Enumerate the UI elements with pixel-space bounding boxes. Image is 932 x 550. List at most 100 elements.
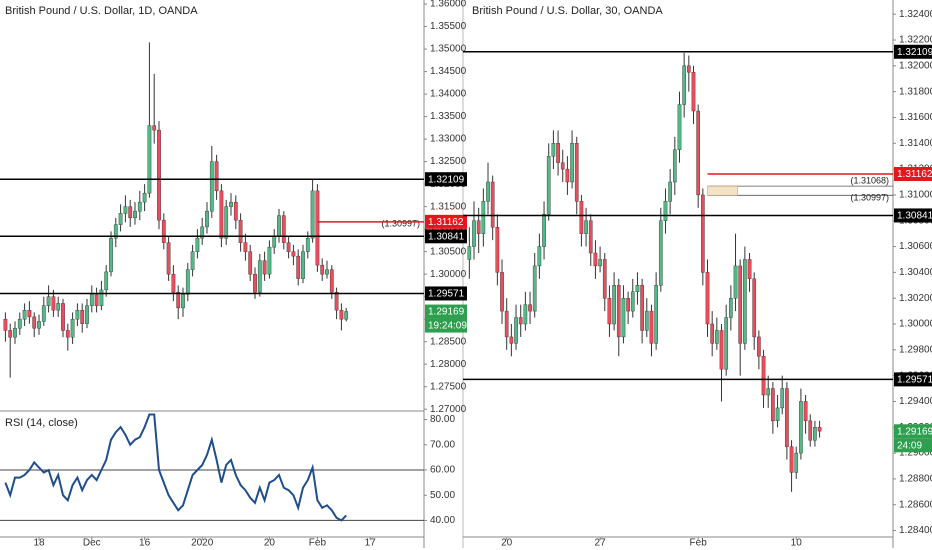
candle-body (41, 305, 46, 322)
candle-body (532, 265, 537, 312)
candle-body (719, 330, 724, 370)
candle-body (238, 219, 243, 243)
candle-body (518, 317, 523, 325)
candle-body (128, 206, 133, 219)
candle-body (626, 297, 630, 312)
candle-body (771, 388, 775, 422)
x-tick-label: 10 (791, 538, 803, 549)
candle-body (467, 246, 472, 260)
candle-body (803, 401, 808, 422)
candle-body (523, 304, 528, 325)
bracket-label: (1.30997) (850, 193, 889, 203)
y-tick-label: 1.30000 (430, 269, 467, 280)
candle-body (668, 181, 672, 202)
y-tick-label: 1.27000 (430, 404, 467, 415)
candle-body (320, 264, 325, 275)
y-tick-label: 1.31600 (899, 112, 932, 123)
candle-body (817, 427, 822, 432)
price-tag-label: 1.32109 (897, 47, 932, 58)
candle-body (785, 388, 789, 447)
candle-body (8, 330, 13, 338)
y-tick-label: 70.00 (430, 439, 455, 450)
price-tag (894, 424, 932, 439)
price-tag (894, 44, 932, 59)
candle-body (142, 192, 147, 203)
price-tag-label: 1.29169 (428, 307, 465, 318)
x-tick-label: 27 (595, 538, 607, 549)
candle-body (3, 318, 8, 331)
candle-body (672, 149, 677, 183)
candle-body (500, 272, 504, 312)
price-tag-label: 1.29169 (897, 426, 932, 437)
bracket-label: (1.31068) (850, 176, 889, 186)
x-tick-label: Feb (690, 538, 708, 549)
candle-body (640, 285, 644, 331)
price-tag-label: 1.29571 (897, 375, 932, 386)
candle-body (13, 327, 17, 338)
y-tick-label: 60.00 (430, 465, 455, 476)
candle-body (80, 309, 85, 324)
candle-body (710, 323, 715, 344)
candle-body (570, 143, 574, 183)
candle-body (743, 259, 747, 344)
candle-body (99, 289, 104, 306)
candle-body (560, 162, 565, 170)
candle-body (715, 330, 719, 344)
candle-body (612, 285, 616, 325)
candle-body (181, 294, 185, 309)
candle-body (205, 210, 209, 228)
candle-body (296, 255, 301, 279)
candle-body (301, 251, 305, 279)
y-tick-label: 1.36000 (430, 0, 467, 10)
candle-body (113, 224, 118, 239)
candle-body (556, 143, 560, 163)
candle-body (663, 201, 668, 221)
x-tick-label: Feb (309, 538, 327, 549)
y-tick-label: 1.32500 (430, 156, 467, 167)
candle-body (476, 220, 481, 234)
candle-body (542, 214, 546, 247)
candle-body (233, 201, 238, 221)
candle-body (157, 129, 161, 221)
candle-body (281, 215, 286, 243)
candle-body (495, 226, 500, 273)
x-tick-label: 2020 (191, 538, 214, 549)
candle-body (200, 226, 205, 239)
bracket-zone (707, 185, 738, 196)
candle-body (607, 297, 612, 325)
chart-title: British Pound / U.S. Dollar, 1D, OANDA (5, 5, 198, 17)
candle-body (658, 220, 663, 286)
candle-body (109, 237, 113, 273)
timer-tag (425, 318, 467, 333)
candle-body (224, 206, 229, 239)
y-tick-label: 1.32400 (899, 9, 932, 20)
candle-body (56, 303, 61, 311)
candle-body (654, 285, 658, 344)
price-tag (425, 172, 467, 187)
candle-body (584, 220, 588, 234)
candle-body (89, 294, 94, 306)
x-tick-label: 17 (365, 538, 377, 549)
y-tick-label: 1.31400 (899, 138, 932, 149)
candle-body (574, 143, 579, 202)
candle-body (528, 304, 532, 312)
candle-body (733, 265, 738, 299)
candle-body (133, 210, 137, 219)
y-tick-label: 80.00 (430, 414, 455, 425)
candle-body (481, 201, 486, 234)
candle-body (190, 251, 195, 270)
candle-body (329, 269, 334, 293)
candle-body (775, 407, 780, 422)
price-tag-label: 1.31162 (897, 169, 932, 180)
candle-body (504, 310, 509, 338)
y-tick-label: 1.35500 (430, 21, 467, 32)
y-tick-label: 1.31000 (430, 224, 467, 235)
candle-body (315, 190, 320, 266)
candle-body (472, 220, 476, 247)
price-tag (894, 167, 932, 182)
candle-body (65, 330, 70, 338)
price-tag-label: 1.29571 (428, 289, 465, 300)
candle-body (334, 291, 339, 311)
candle-body (171, 273, 176, 293)
candle-body (85, 305, 89, 324)
